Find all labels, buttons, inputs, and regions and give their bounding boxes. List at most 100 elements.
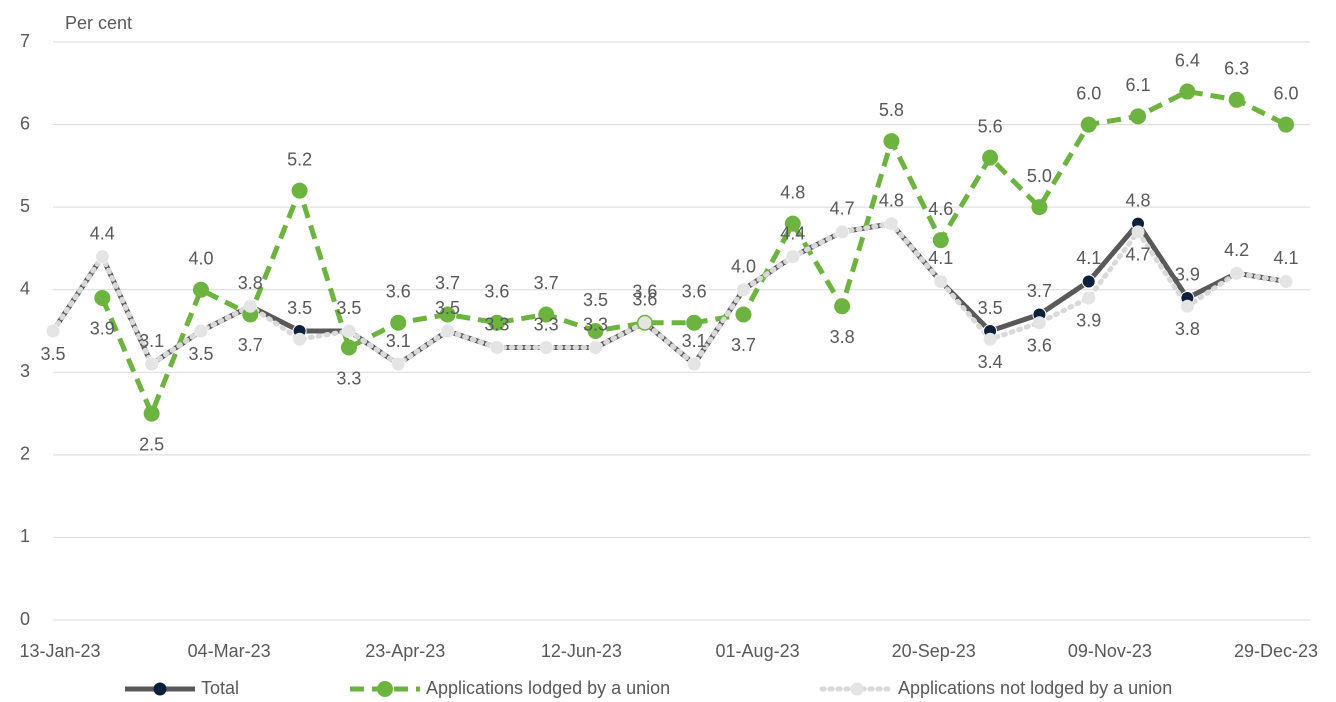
data-point [194,324,208,338]
legend-label: Total [201,678,239,698]
data-label: 3.3 [336,368,361,388]
x-tick-label: 04-Mar-23 [188,641,271,661]
data-point [538,306,555,323]
data-label: 3.8 [1175,319,1200,339]
data-point [1031,199,1048,216]
data-label: 5.2 [287,149,312,169]
data-label: 6.0 [1273,83,1298,103]
x-tick-label: 23-Apr-23 [365,641,445,661]
data-point [735,306,752,323]
data-label: 3.5 [287,298,312,318]
data-label: 3.1 [139,331,164,351]
data-point [883,133,900,150]
data-point [1130,108,1147,125]
data-label: 3.5 [435,298,460,318]
data-label: 3.8 [830,327,855,347]
y-tick-label: 6 [20,113,30,133]
data-point [1230,266,1244,280]
data-label: 4.1 [928,248,953,268]
data-label: 4.6 [928,199,953,219]
data-label: 4.8 [780,182,805,202]
x-tick-label: 20-Sep-23 [892,641,976,661]
data-point [539,341,553,355]
data-point [934,274,948,288]
y-tick-label: 1 [20,526,30,546]
data-point [589,341,603,355]
data-point [1278,116,1294,133]
data-label: 3.9 [1076,311,1101,331]
data-point [784,215,801,232]
data-point [1032,316,1046,330]
data-point [983,332,997,346]
data-label: 5.0 [1027,166,1052,186]
data-point [736,283,750,297]
x-tick-label: 29-Dec-23 [1234,641,1318,661]
y-tick-label: 7 [20,31,30,51]
x-tick-label: 01-Aug-23 [716,641,800,661]
data-point [1081,274,1096,289]
y-tick-label: 2 [20,444,30,464]
data-label: 4.8 [879,190,904,210]
data-point [834,298,851,315]
data-label: 3.7 [534,273,559,293]
data-point [94,289,111,306]
data-label: 3.3 [583,314,608,334]
legend-marker [153,682,167,696]
data-label: 6.3 [1224,59,1249,79]
legend-item: Applications not lodged by a union [819,678,1172,698]
data-point [488,314,505,331]
data-label: 4.4 [90,223,115,243]
data-label: 3.5 [40,344,65,364]
legend-item: Total [125,678,239,698]
data-label: 6.1 [1126,75,1151,95]
data-label: 3.5 [978,298,1003,318]
data-point [687,357,701,371]
data-label: 3.7 [1027,281,1052,301]
data-point [1082,291,1096,305]
data-label: 3.6 [632,289,657,309]
data-label: 3.5 [583,290,608,310]
y-tick-label: 5 [20,196,30,216]
series-line [50,220,1289,368]
data-label: 3.7 [435,273,460,293]
data-label: 3.5 [188,344,213,364]
x-tick-label: 12-Jun-23 [541,641,622,661]
data-label: 2.5 [139,434,164,454]
data-point [490,341,504,355]
data-point [686,314,703,331]
data-label: 3.8 [238,273,263,293]
data-point [46,324,60,338]
data-label: 6.4 [1175,50,1200,70]
data-point [786,250,800,264]
data-point [192,281,209,298]
data-point [439,306,456,323]
data-label: 3.7 [731,335,756,355]
data-point [390,314,407,331]
data-point [143,405,160,422]
data-label: 4.1 [1273,248,1298,268]
legend-marker [377,681,393,697]
data-point [982,149,999,166]
data-point [1279,274,1293,288]
data-point [884,217,898,231]
data-label: 4.7 [1126,245,1151,265]
data-label: 3.9 [1175,265,1200,285]
data-label: 5.6 [978,116,1003,136]
data-label: 3.6 [484,281,509,301]
data-label: 4.8 [1126,190,1151,210]
data-label: 3.7 [238,335,263,355]
data-point [1131,225,1145,239]
y-tick-label: 0 [20,609,30,629]
data-point [145,357,159,371]
data-point [243,299,257,313]
data-point [391,357,405,371]
data-label: 3.9 [90,319,115,339]
data-point [342,324,356,338]
data-label: 6.0 [1076,83,1101,103]
x-tick-label: 13-Jan-23 [19,641,100,661]
data-label: 3.6 [632,281,657,301]
y-tick-label: 3 [20,361,30,381]
data-label: 3.6 [682,281,707,301]
data-label: 3.6 [386,281,411,301]
